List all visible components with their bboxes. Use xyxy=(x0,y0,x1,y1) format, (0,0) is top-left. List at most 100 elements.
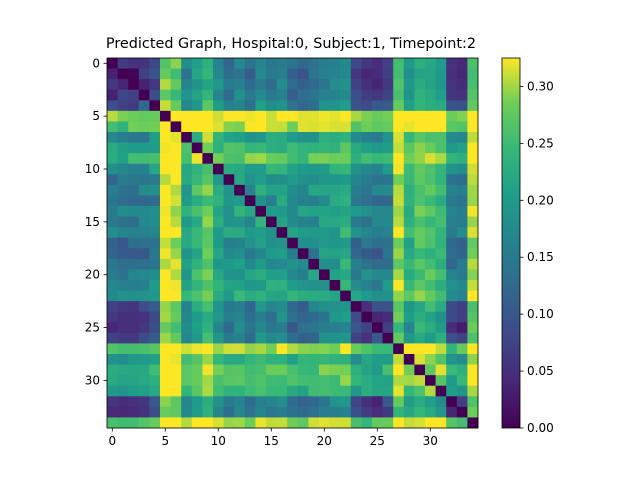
heatmap-cell xyxy=(160,248,171,260)
heatmap-cell xyxy=(403,248,415,260)
heatmap-cell xyxy=(255,227,267,239)
heatmap-cell xyxy=(117,153,129,165)
heatmap-cell xyxy=(160,258,171,270)
heatmap-cell xyxy=(170,216,182,228)
heatmap-cell xyxy=(181,343,193,355)
heatmap-cell xyxy=(138,354,150,365)
heatmap-cell xyxy=(287,163,299,175)
heatmap-cell xyxy=(149,406,161,418)
heatmap-cell xyxy=(361,89,373,101)
heatmap-cell xyxy=(467,375,479,387)
heatmap-cell xyxy=(297,142,309,154)
heatmap-cell xyxy=(107,174,118,186)
heatmap-cell xyxy=(266,322,277,334)
heatmap-cell xyxy=(255,100,267,112)
heatmap-cell xyxy=(297,237,309,249)
heatmap-cell xyxy=(435,132,447,143)
heatmap-cell xyxy=(170,195,182,207)
heatmap-cell xyxy=(329,248,341,260)
heatmap-cell xyxy=(340,354,352,365)
heatmap-cell xyxy=(435,237,447,249)
heatmap-cell xyxy=(202,153,214,165)
heatmap-cell xyxy=(403,121,415,133)
heatmap-cell xyxy=(446,100,458,112)
y-tick-label: 30 xyxy=(85,373,100,387)
heatmap-cell xyxy=(149,153,161,165)
heatmap-cell xyxy=(319,343,330,355)
heatmap-cell xyxy=(361,216,373,228)
heatmap-cell xyxy=(435,216,447,228)
heatmap-cell xyxy=(138,375,150,387)
heatmap-cell xyxy=(414,237,426,249)
heatmap-cell xyxy=(160,184,171,196)
heatmap-cell xyxy=(181,396,193,408)
heatmap-cell xyxy=(117,364,129,376)
heatmap-cell xyxy=(213,343,224,355)
heatmap-cell xyxy=(308,258,320,270)
heatmap-cell xyxy=(382,311,394,323)
heatmap-cell xyxy=(202,110,214,122)
heatmap-cell xyxy=(319,58,330,69)
heatmap-cell xyxy=(276,163,288,175)
heatmap-cell xyxy=(350,269,362,281)
heatmap-cell xyxy=(467,396,479,408)
heatmap-cell xyxy=(202,227,214,239)
heatmap-cell xyxy=(202,269,214,281)
heatmap-cell xyxy=(266,354,277,365)
heatmap-cell xyxy=(414,385,426,397)
heatmap-cell xyxy=(456,248,468,260)
heatmap-cell xyxy=(181,322,193,334)
heatmap-cell xyxy=(128,68,140,80)
heatmap-cell xyxy=(287,174,299,186)
heatmap-cell xyxy=(435,110,447,122)
heatmap-cell xyxy=(372,216,383,228)
heatmap-cell xyxy=(244,290,256,302)
heatmap-cell xyxy=(414,280,426,291)
heatmap-cell xyxy=(329,174,341,186)
heatmap-cell xyxy=(244,100,256,112)
heatmap-cell xyxy=(414,354,426,365)
heatmap-cell xyxy=(234,132,246,143)
heatmap-cell xyxy=(414,68,426,80)
heatmap-cell xyxy=(361,184,373,196)
heatmap-cell xyxy=(403,301,415,313)
heatmap-cell xyxy=(276,385,288,397)
heatmap-cell xyxy=(435,332,447,344)
heatmap-cell xyxy=(191,79,203,91)
heatmap-cell xyxy=(202,121,214,133)
heatmap-cell xyxy=(202,322,214,334)
heatmap-cell xyxy=(403,184,415,196)
heatmap-cell xyxy=(297,322,309,334)
heatmap-cell xyxy=(393,174,405,186)
heatmap-cell xyxy=(107,375,118,387)
heatmap-cell xyxy=(308,417,320,429)
heatmap-cell xyxy=(319,385,330,397)
heatmap-cell xyxy=(160,68,171,80)
heatmap-cell xyxy=(266,290,277,302)
heatmap-cell xyxy=(297,79,309,91)
heatmap-cell xyxy=(191,100,203,112)
heatmap-cell xyxy=(181,68,193,80)
heatmap-cell xyxy=(160,163,171,175)
heatmap-cell xyxy=(170,132,182,143)
heatmap-cell xyxy=(382,174,394,186)
heatmap-cell xyxy=(319,280,330,291)
heatmap-cell xyxy=(287,142,299,154)
heatmap-cell xyxy=(117,417,129,429)
heatmap-cell xyxy=(170,142,182,154)
heatmap-cell xyxy=(361,227,373,239)
heatmap-cell xyxy=(160,301,171,313)
heatmap-cell xyxy=(255,406,267,418)
heatmap-cell xyxy=(382,206,394,217)
heatmap-cell xyxy=(425,354,436,365)
heatmap-cell xyxy=(107,206,118,217)
colorbar-tick-label: 0.05 xyxy=(527,364,554,378)
heatmap-cell xyxy=(403,311,415,323)
heatmap-cell xyxy=(361,163,373,175)
heatmap-cell xyxy=(350,332,362,344)
heatmap-cell xyxy=(467,132,479,143)
heatmap-cell xyxy=(170,258,182,270)
heatmap-cell xyxy=(372,174,383,186)
heatmap-cell xyxy=(414,322,426,334)
heatmap-cell xyxy=(160,153,171,165)
